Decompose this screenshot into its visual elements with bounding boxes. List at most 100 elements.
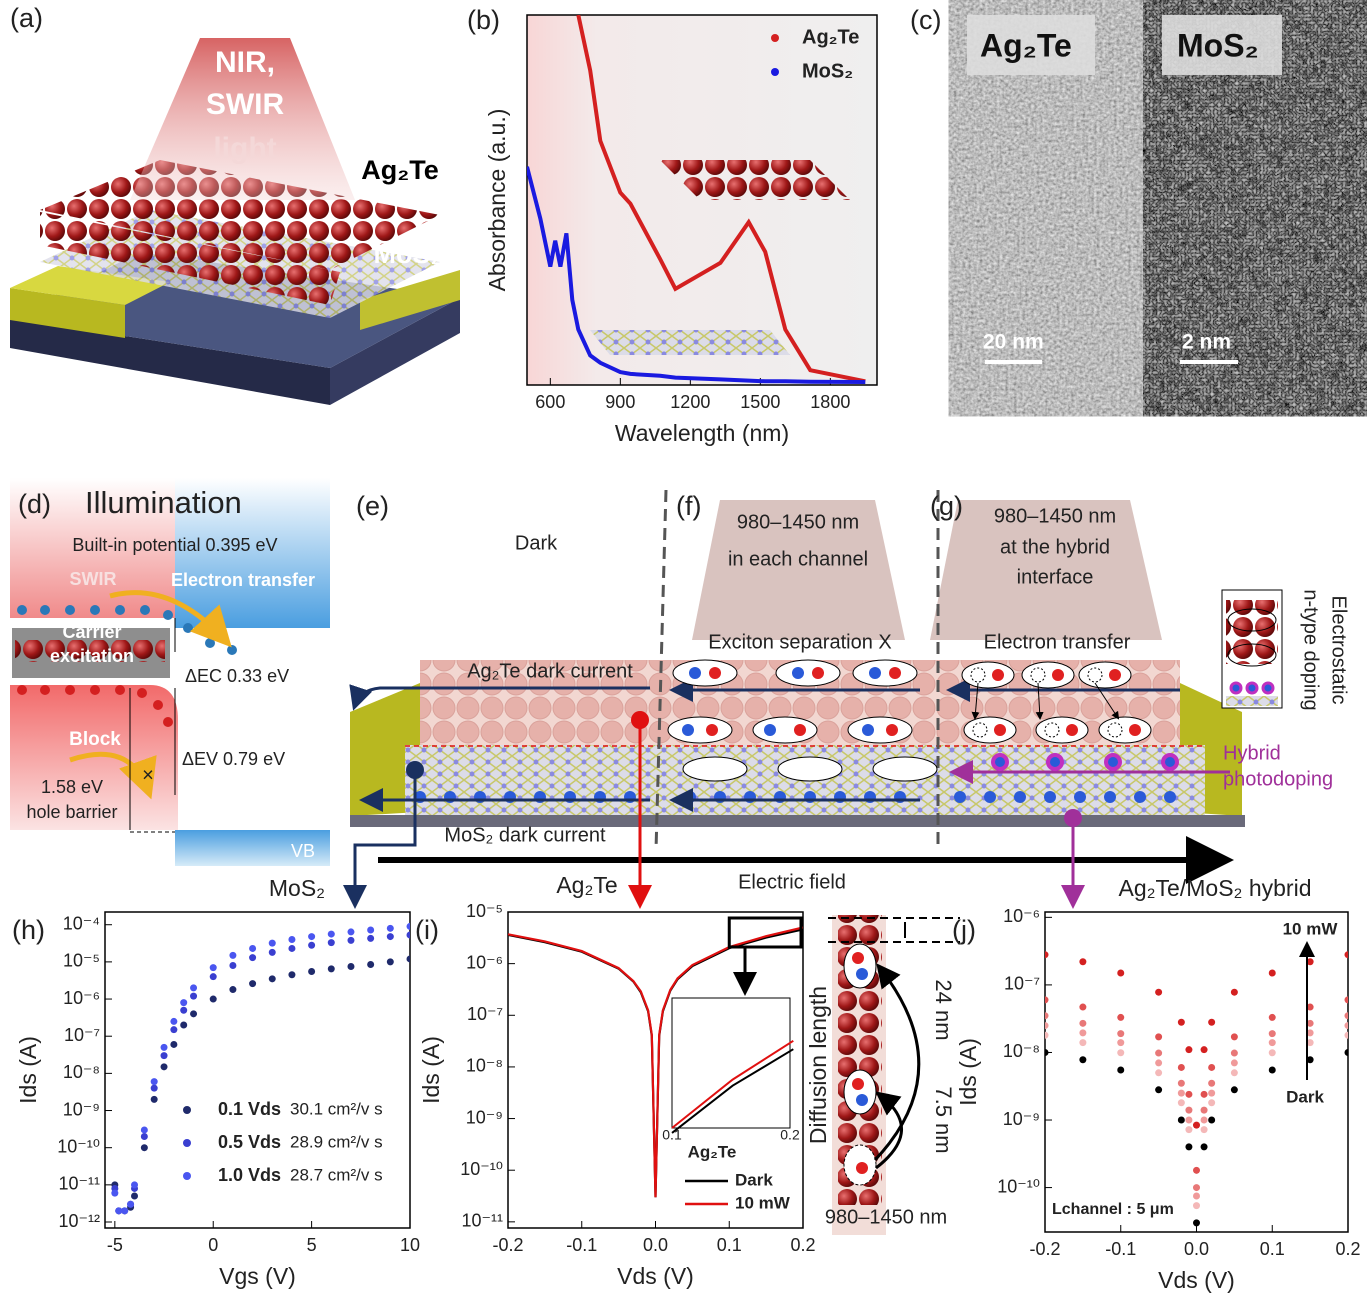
x-axis-label: Vds (V) [617, 1263, 694, 1289]
data-point [327, 965, 335, 973]
image-label: MoS₂ [1177, 27, 1259, 63]
data-point [160, 1052, 168, 1060]
annotation: 980–1450 nm [994, 505, 1116, 527]
panel-label: (b) [467, 5, 500, 35]
data-point [1177, 1079, 1185, 1087]
series-label: 10 mW [1283, 919, 1339, 938]
data-point [367, 961, 375, 969]
data-point [180, 999, 188, 1007]
panel-label: (c) [910, 5, 941, 35]
data-point [1306, 1003, 1314, 1011]
inset-title: Ag₂Te [688, 1142, 737, 1161]
legend-marker [183, 1106, 191, 1114]
data-point [190, 984, 198, 992]
series-line [576, 15, 866, 384]
data-point [367, 934, 375, 942]
data-point [1079, 1003, 1087, 1011]
data-point [1185, 1090, 1193, 1098]
data-point [131, 1181, 139, 1189]
data-point [1155, 1033, 1163, 1041]
link-label: Ag₂Te [556, 872, 617, 898]
annotation: Electric field [738, 871, 846, 893]
data-point [288, 971, 296, 979]
data-point [1193, 1166, 1200, 1174]
data-point [1117, 1066, 1125, 1074]
data-point [127, 1200, 135, 1208]
annotation: 28.7 cm²/v s [290, 1165, 383, 1184]
annotation: Diffusion length [805, 986, 831, 1144]
data-point [1208, 1116, 1216, 1124]
data-point [1306, 1039, 1314, 1047]
y-axis-label: Ids (A) [955, 1038, 981, 1106]
data-point [1344, 1012, 1348, 1020]
x-tick-label: -5 [107, 1235, 123, 1255]
data-point [1079, 1056, 1087, 1064]
x-tick-label: 1500 [740, 392, 780, 412]
data-point [1155, 1086, 1163, 1094]
data-point [1185, 1106, 1193, 1114]
data-point [1079, 1029, 1087, 1037]
data-point [190, 1010, 198, 1018]
data-point [170, 1026, 178, 1034]
data-point [1045, 1022, 1049, 1030]
data-point [1079, 1039, 1087, 1047]
data-point [1045, 1031, 1049, 1039]
plot-data [1045, 951, 1348, 1227]
x-tick-label: 0.0 [643, 1235, 668, 1255]
device: (e) Dark Ag₂Te dark current MoS₂ dark cu… [269, 489, 1350, 909]
data-point [1208, 1089, 1216, 1097]
data-point [1155, 1049, 1163, 1057]
annotation: Electron transfer [984, 631, 1131, 653]
annotation: interface [1017, 566, 1094, 588]
y-tick-label: 10⁻⁸ [1003, 1041, 1040, 1061]
y-tick-label: 10⁻¹⁰ [57, 1136, 100, 1156]
annotation: photodoping [1223, 768, 1333, 790]
annotation: Exciton separation X [708, 631, 891, 653]
panel-label: (j) [952, 915, 976, 945]
panel-label: (h) [12, 915, 45, 945]
data-point [1344, 1048, 1348, 1056]
data-point [1200, 1090, 1208, 1098]
inset-line [671, 1048, 794, 1134]
annotation: 7.5 nm [931, 1086, 956, 1153]
data-point [406, 955, 410, 963]
annotation: Lchannel : 5 μm [1052, 1201, 1174, 1218]
data-point [367, 926, 375, 934]
data-point [1306, 1056, 1314, 1064]
annotation: Hybrid [1223, 742, 1281, 764]
plot-data [111, 922, 410, 1215]
data-point [1208, 1018, 1216, 1026]
light-label: SWIR [206, 88, 285, 121]
data-point [1185, 1126, 1193, 1134]
data-point [406, 931, 410, 939]
panel-title: Illumination [85, 485, 242, 520]
band-label: CB [290, 634, 315, 654]
legend-marker [183, 1172, 191, 1180]
y-tick-label: 10⁻⁶ [1003, 906, 1040, 926]
x-tick-label: 5 [307, 1235, 317, 1255]
scale-label: 20 nm [983, 331, 1044, 354]
y-tick-label: 10⁻⁷ [1004, 974, 1040, 994]
data-point [1117, 1013, 1125, 1021]
annotation: ΔEV 0.79 eV [182, 749, 285, 769]
data-point [1185, 1143, 1193, 1151]
image-label: Ag₂Te [980, 27, 1072, 63]
scale-label: 2 nm [1182, 331, 1231, 354]
annotation: ΔEC 0.33 eV [185, 666, 289, 686]
panel-label: (e) [356, 491, 389, 521]
link-label: MoS₂ [269, 875, 325, 901]
legend-marker [771, 34, 779, 42]
data-point [1306, 1029, 1314, 1037]
data-point [1193, 1219, 1200, 1227]
x-tick-label: -0.2 [1029, 1239, 1060, 1259]
data-point [1177, 1018, 1185, 1026]
legend-marker [771, 68, 779, 76]
x-tick-label: 0.1 [717, 1235, 742, 1255]
data-point [1117, 1030, 1125, 1038]
annotation: SWIR [70, 569, 117, 589]
data-point [406, 922, 410, 930]
layer-label: MoS₂ [374, 239, 443, 269]
y-tick-label: 10⁻⁷ [64, 1025, 100, 1045]
annotation: 30.1 cm²/v s [290, 1099, 383, 1118]
